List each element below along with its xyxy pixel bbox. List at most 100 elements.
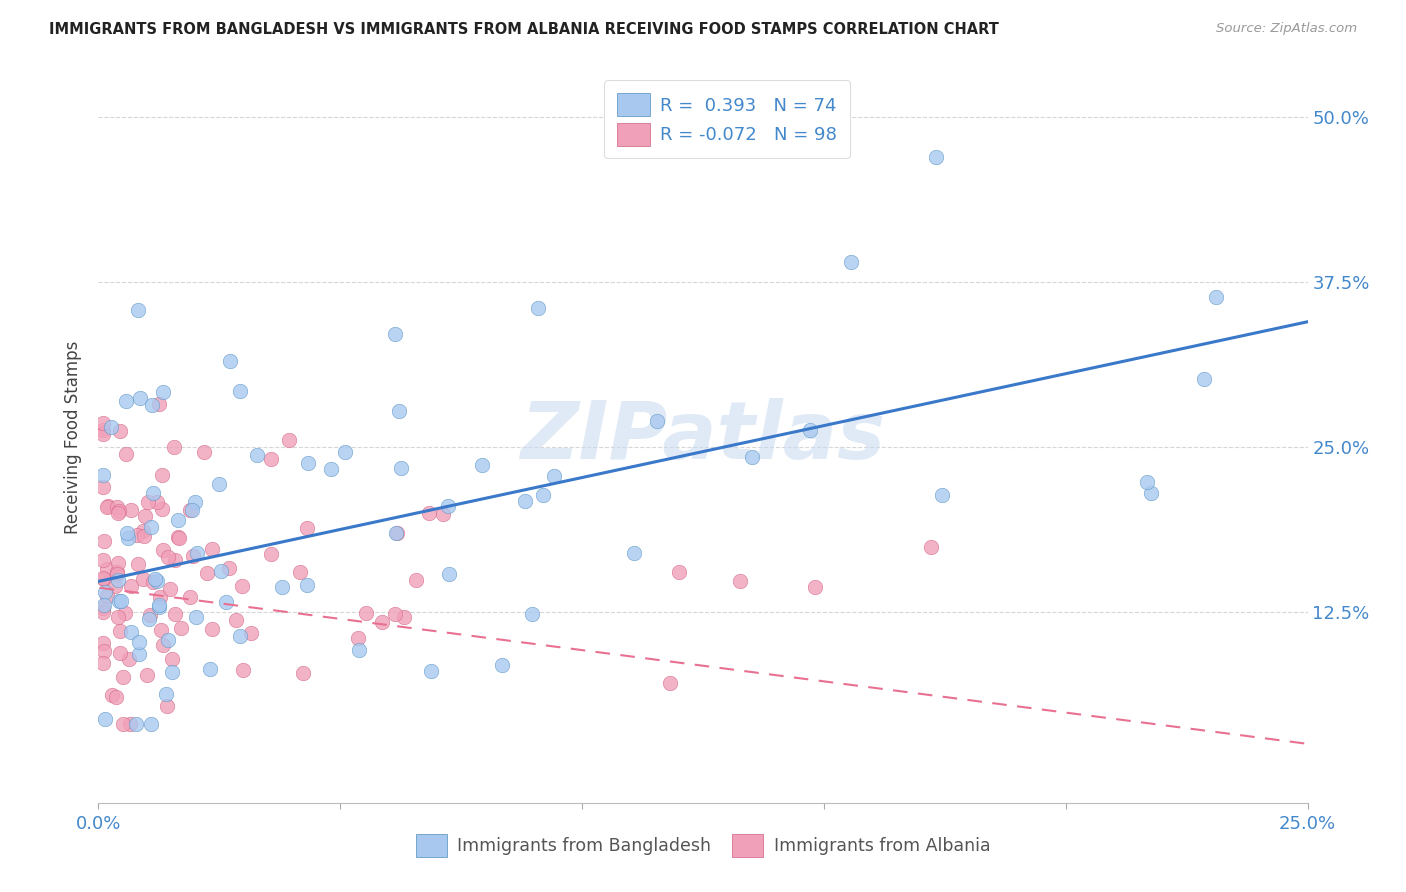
Point — [117, 652, 139, 666]
Point — [799, 423, 821, 437]
Point — [91, 657, 114, 671]
Point — [741, 450, 763, 464]
Point — [115, 526, 138, 541]
Point — [91, 416, 114, 430]
Point — [229, 629, 252, 643]
Point — [321, 461, 343, 475]
Point — [149, 624, 172, 638]
Point — [108, 646, 131, 660]
Point — [167, 531, 190, 545]
Point — [107, 573, 129, 587]
Point — [195, 566, 218, 580]
Point — [127, 528, 149, 542]
Point — [96, 562, 118, 576]
Point — [931, 488, 953, 502]
Point — [231, 579, 253, 593]
Point — [91, 423, 114, 437]
Point — [387, 526, 409, 541]
Point — [108, 624, 131, 639]
Point — [152, 542, 174, 557]
Point — [201, 541, 224, 556]
Point — [200, 662, 222, 676]
Point — [520, 607, 543, 622]
Legend: Immigrants from Bangladesh, Immigrants from Albania: Immigrants from Bangladesh, Immigrants f… — [409, 828, 997, 863]
Point — [143, 572, 166, 586]
Point — [229, 384, 252, 398]
Point — [93, 643, 115, 657]
Point — [180, 503, 202, 517]
Point — [93, 533, 115, 548]
Point — [1194, 371, 1216, 385]
Point — [127, 557, 149, 571]
Point — [297, 521, 319, 535]
Point — [260, 451, 283, 466]
Point — [471, 458, 494, 472]
Point — [156, 698, 179, 713]
Point — [527, 301, 550, 316]
Point — [118, 716, 141, 731]
Point — [105, 566, 128, 580]
Point — [152, 384, 174, 399]
Point — [91, 605, 114, 619]
Point — [1136, 475, 1159, 489]
Point — [839, 255, 862, 269]
Point — [392, 610, 415, 624]
Point — [91, 601, 114, 615]
Point — [531, 488, 554, 502]
Point — [127, 302, 149, 317]
Point — [259, 547, 281, 561]
Point — [138, 612, 160, 626]
Point — [120, 624, 142, 639]
Point — [432, 507, 454, 521]
Point — [94, 585, 117, 599]
Text: IMMIGRANTS FROM BANGLADESH VS IMMIGRANTS FROM ALBANIA RECEIVING FOOD STAMPS CORR: IMMIGRANTS FROM BANGLADESH VS IMMIGRANTS… — [49, 22, 1000, 37]
Point — [104, 578, 127, 592]
Point — [1139, 485, 1161, 500]
Point — [218, 561, 240, 575]
Point — [148, 396, 170, 410]
Point — [160, 652, 183, 666]
Point — [193, 444, 215, 458]
Point — [659, 676, 682, 690]
Point — [150, 502, 173, 516]
Point — [115, 447, 138, 461]
Point — [1205, 290, 1227, 304]
Point — [93, 572, 115, 586]
Point — [405, 573, 427, 587]
Point — [804, 580, 827, 594]
Text: ZIPatlas: ZIPatlas — [520, 398, 886, 476]
Point — [146, 495, 169, 509]
Point — [107, 610, 129, 624]
Point — [184, 610, 207, 624]
Point — [167, 530, 190, 544]
Point — [349, 643, 371, 657]
Point — [91, 553, 114, 567]
Point — [112, 670, 135, 684]
Point — [728, 574, 751, 589]
Point — [128, 635, 150, 649]
Point — [105, 500, 128, 514]
Point — [186, 546, 208, 560]
Point — [117, 531, 139, 545]
Point — [112, 716, 135, 731]
Point — [114, 606, 136, 620]
Point — [645, 414, 668, 428]
Point — [141, 398, 163, 412]
Point — [201, 622, 224, 636]
Point — [292, 666, 315, 681]
Point — [100, 689, 122, 703]
Point — [219, 354, 242, 368]
Point — [139, 520, 162, 534]
Point — [139, 716, 162, 731]
Point — [136, 495, 159, 509]
Point — [110, 594, 132, 608]
Point — [148, 600, 170, 615]
Point — [149, 590, 172, 604]
Point — [163, 607, 186, 621]
Point — [240, 625, 263, 640]
Point — [418, 506, 440, 520]
Point — [120, 503, 142, 517]
Point — [384, 326, 406, 341]
Point — [515, 493, 537, 508]
Point — [419, 664, 441, 678]
